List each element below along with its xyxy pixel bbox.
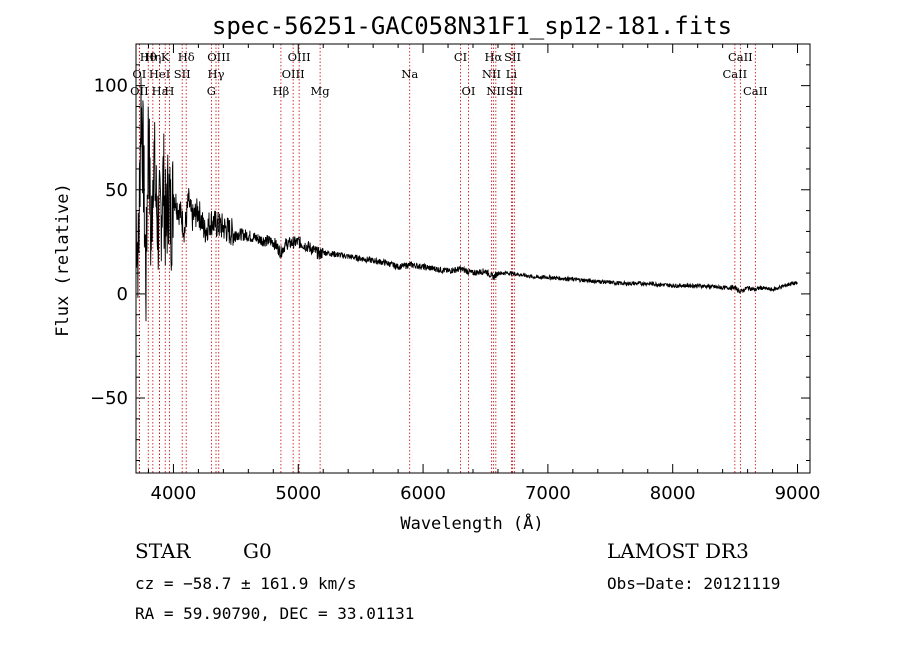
line-label-sii: SII bbox=[174, 67, 191, 81]
sky-coordinates: RA = 59.90790, DEC = 33.01131 bbox=[135, 604, 415, 623]
object-subclass: G0 bbox=[243, 539, 272, 563]
data-layer bbox=[135, 76, 798, 322]
line-label-hη: Hη bbox=[144, 50, 161, 64]
line-label-g: G bbox=[207, 84, 216, 98]
line-label-oii: OII bbox=[130, 84, 149, 98]
x-tick-label: 9000 bbox=[775, 483, 821, 504]
plot-frame bbox=[135, 43, 811, 474]
line-label-caii: CaII bbox=[722, 67, 747, 81]
line-label-hθ: Hθ bbox=[140, 50, 157, 64]
y-tick-label: 100 bbox=[94, 76, 128, 97]
line-label-nii: NII bbox=[486, 84, 505, 98]
x-tick-label: 5000 bbox=[275, 483, 321, 504]
line-label-ci: CI bbox=[454, 50, 467, 64]
x-axis-label: Wavelength (Å) bbox=[400, 512, 543, 534]
line-label-caii: CaII bbox=[743, 84, 768, 98]
line-label-nii: NII bbox=[482, 67, 501, 81]
line-label-k: K bbox=[161, 50, 170, 64]
x-tick-label: 7000 bbox=[525, 483, 571, 504]
x-tick-label: 4000 bbox=[151, 483, 197, 504]
axis-ticks: 4000 5000 6000 7000 8000 9000 −50 0 50 100 bbox=[90, 44, 820, 504]
line-label-li: Li bbox=[506, 67, 518, 81]
survey-name: LAMOST DR3 bbox=[607, 539, 749, 563]
observation-date: Obs−Date: 20121119 bbox=[607, 574, 781, 593]
line-label-sii: SII bbox=[504, 50, 521, 64]
line-label-hε: Hε bbox=[152, 84, 168, 98]
line-label-hβ: Hβ bbox=[273, 84, 290, 98]
line-label-oiii: OIII bbox=[288, 50, 311, 64]
line-label-mg: Mg bbox=[311, 84, 331, 98]
line-label-hδ: Hδ bbox=[178, 50, 195, 64]
y-tick-label: 0 bbox=[117, 284, 128, 305]
line-label-hei: HeI bbox=[149, 67, 170, 81]
y-tick-label: −50 bbox=[90, 388, 128, 409]
line-label-h: H bbox=[164, 84, 174, 98]
line-label-hα: Hα bbox=[484, 50, 502, 64]
line-label-sii: SII bbox=[506, 84, 523, 98]
x-tick-label: 8000 bbox=[650, 483, 696, 504]
line-label-oi: OI bbox=[462, 84, 476, 98]
line-label-hγ: Hγ bbox=[208, 67, 225, 81]
redshift-value: cz = −58.7 ± 161.9 km/s bbox=[135, 574, 357, 593]
chart-title: spec-56251-GAC058N31F1_sp12-181.fits bbox=[212, 12, 732, 40]
spectrum-flux-line bbox=[135, 76, 798, 322]
x-tick-label: 6000 bbox=[400, 483, 446, 504]
y-tick-label: 50 bbox=[105, 180, 128, 201]
line-label-oi: OI bbox=[132, 67, 146, 81]
spectral-line-markers bbox=[138, 44, 756, 473]
line-label-caii: CaII bbox=[728, 50, 753, 64]
object-class: STAR bbox=[135, 539, 191, 563]
line-label-oiii: OIII bbox=[282, 67, 305, 81]
line-label-na: Na bbox=[401, 67, 418, 81]
line-label-oiii: OIII bbox=[207, 50, 230, 64]
y-axis-label: Flux (relative) bbox=[53, 183, 73, 337]
